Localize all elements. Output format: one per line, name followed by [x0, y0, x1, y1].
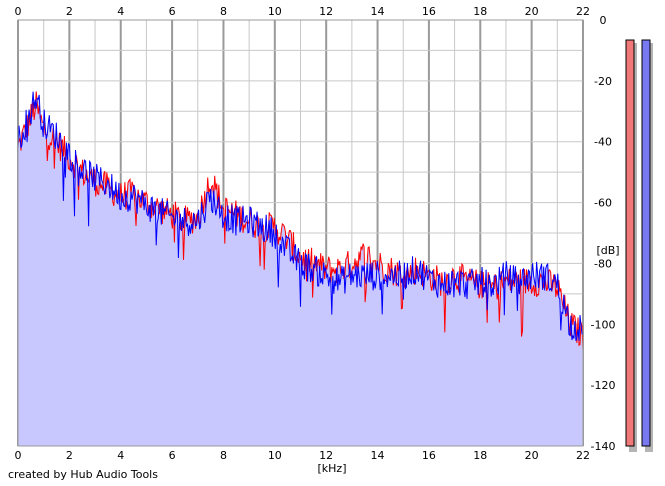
- x-tick-label: 22: [576, 449, 590, 462]
- spectrum-line: [17, 91, 584, 342]
- x-tick-label: 18: [473, 449, 487, 462]
- credit-text: created by Hub Audio Tools: [8, 468, 158, 481]
- x-tick-label: 18: [473, 5, 487, 18]
- x-tick-label: 8: [220, 5, 227, 18]
- y-tick-label: -20: [594, 75, 612, 88]
- x-tick-label: 0: [15, 449, 22, 462]
- y-axis-ticks: 0 -20 -40 -60 -80 -100 -120 -140: [591, 14, 616, 453]
- spectrum-series: [17, 91, 584, 351]
- x-tick-label: 6: [169, 449, 176, 462]
- x-tick-label: 4: [117, 5, 124, 18]
- x-axis-top-ticks: 0 2 4 6 8 10 12 14 16 18 20 22: [15, 5, 591, 18]
- x-tick-label: 20: [525, 5, 539, 18]
- x-tick-label: 4: [117, 449, 124, 462]
- spectrum-fill-area: [18, 91, 583, 447]
- x-tick-label: 10: [268, 5, 282, 18]
- x-tick-label: 22: [576, 5, 590, 18]
- level-meter-bar: [625, 39, 635, 447]
- y-tick-label: -60: [594, 197, 612, 210]
- level-meters: [625, 39, 653, 452]
- level-meter-bar: [641, 39, 651, 447]
- plot-frame: [17, 19, 584, 447]
- y-tick-label: -140: [591, 440, 616, 453]
- y-axis-label: [dB]: [596, 244, 619, 257]
- x-axis-bottom-ticks: 0 2 4 6 8 10 12 14 16 18 20 22: [15, 449, 591, 462]
- x-tick-label: 6: [169, 5, 176, 18]
- x-tick-label: 12: [319, 5, 333, 18]
- x-tick-label: 2: [66, 449, 73, 462]
- x-tick-label: 20: [525, 449, 539, 462]
- y-tick-label: -120: [591, 379, 616, 392]
- x-tick-label: 12: [319, 449, 333, 462]
- x-tick-label: 14: [371, 449, 385, 462]
- x-axis-label: [kHz]: [318, 462, 347, 475]
- x-tick-label: 16: [422, 5, 436, 18]
- x-tick-label: 0: [15, 5, 22, 18]
- y-tick-label: -40: [594, 136, 612, 149]
- x-tick-label: 2: [66, 5, 73, 18]
- x-tick-label: 8: [220, 449, 227, 462]
- y-tick-label: -100: [591, 318, 616, 331]
- y-tick-label: -80: [594, 257, 612, 270]
- x-tick-label: 16: [422, 449, 436, 462]
- x-tick-label: 10: [268, 449, 282, 462]
- y-tick-label: 0: [600, 14, 607, 27]
- x-tick-label: 14: [371, 5, 385, 18]
